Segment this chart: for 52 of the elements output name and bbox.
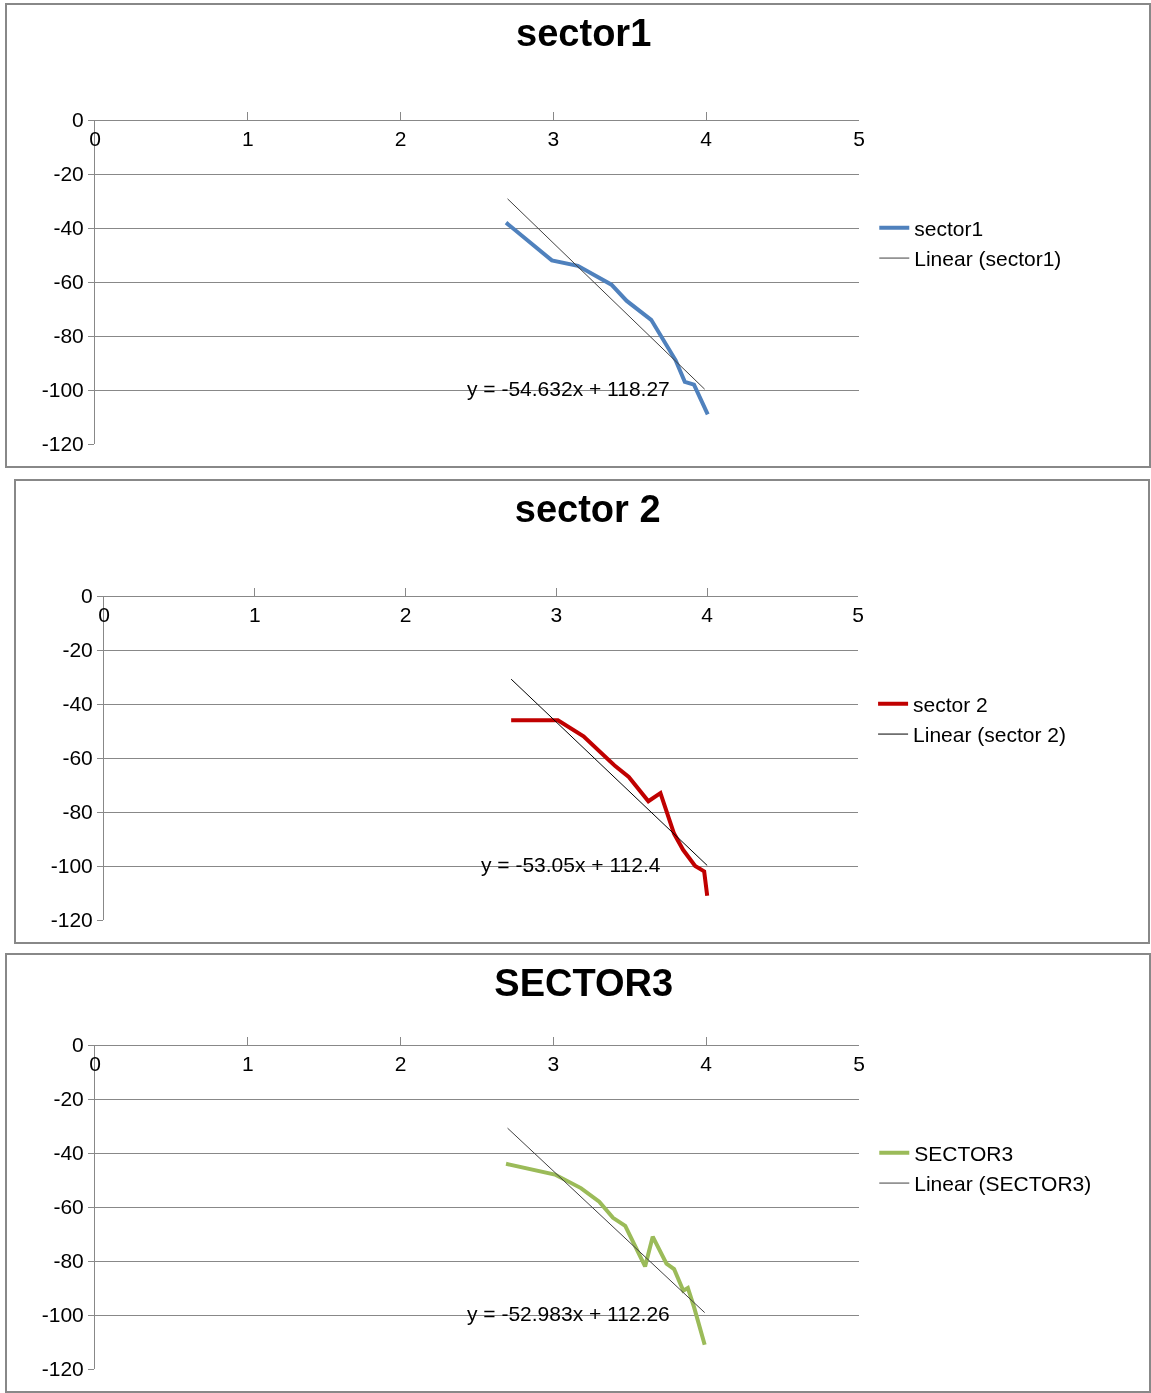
legend-label: sector1 (914, 216, 984, 240)
y-tick-label: 0 (81, 584, 93, 608)
annotation: y = -52.983x + 112.26 (467, 1302, 670, 1325)
y-tick-label: -80 (53, 324, 84, 348)
legend-label: Linear (SECTOR3) (914, 1172, 1092, 1196)
x-tick-label: 4 (701, 603, 714, 627)
chart-title: sector1 (516, 12, 652, 55)
y-tick-label: -80 (62, 800, 93, 824)
x-tick-label: 1 (248, 603, 261, 627)
y-tick-label: -120 (41, 432, 84, 456)
y-tick-label: -20 (53, 1087, 84, 1111)
y-tick-label: -100 (41, 378, 84, 402)
x-tick-label: 5 (853, 127, 865, 151)
x-tick-label: 1 (241, 1052, 254, 1076)
y-tick-label: -40 (53, 1141, 84, 1165)
x-tick-label: 0 (98, 603, 110, 627)
line-series (504, 1161, 707, 1347)
legend-label: Linear (sector 2) (913, 723, 1066, 747)
y-tick-label: 0 (72, 108, 84, 132)
y-tick-label: -60 (53, 1195, 84, 1219)
x-tick-label: 4 (700, 127, 713, 151)
chart-title: SECTOR3 (494, 962, 674, 1005)
y-tick-label: -20 (62, 638, 93, 662)
x-tick-label: 2 (399, 603, 412, 627)
x-tick-label: 2 (394, 1052, 407, 1076)
x-tick-label: 3 (550, 603, 563, 627)
annotation: y = -54.632x + 118.27 (467, 377, 670, 400)
annotation: y = -53.05x + 112.4 (481, 853, 661, 876)
y-tick-label: -40 (62, 692, 93, 716)
y-tick-label: -120 (50, 908, 93, 932)
x-tick-label: 3 (547, 127, 560, 151)
y-tick-label: -100 (41, 1303, 84, 1327)
x-tick-label: 3 (547, 1052, 560, 1076)
x-tick-label: 4 (700, 1052, 713, 1076)
y-tick-label: -120 (41, 1357, 84, 1381)
line-series (509, 718, 710, 898)
legend-label: Linear (sector1) (914, 247, 1062, 271)
y-tick-label: -60 (62, 746, 93, 770)
legend-label: SECTOR3 (914, 1141, 1014, 1165)
x-tick-label: 1 (241, 127, 254, 151)
y-tick-label: -40 (53, 216, 84, 240)
chart-title: sector 2 (514, 488, 661, 531)
line-series (504, 220, 710, 417)
y-tick-label: -20 (53, 162, 84, 186)
x-tick-label: 2 (394, 127, 407, 151)
y-tick-label: -80 (53, 1249, 84, 1273)
legend-label: sector 2 (913, 692, 988, 716)
y-tick-label: -60 (53, 270, 84, 294)
x-tick-label: 5 (852, 603, 864, 627)
x-tick-label: 5 (853, 1052, 865, 1076)
y-tick-label: -100 (50, 854, 93, 878)
y-tick-label: 0 (72, 1033, 84, 1057)
